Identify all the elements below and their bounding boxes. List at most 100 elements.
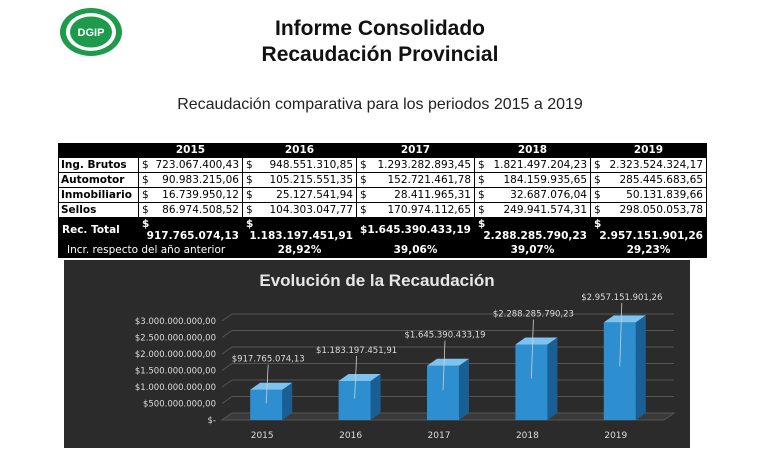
table-cell: $32.687.076,04 — [474, 187, 591, 203]
bar-top — [603, 315, 646, 323]
bar — [338, 380, 371, 420]
currency-symbol: $ — [360, 159, 367, 171]
x-tick-label: 2019 — [604, 431, 627, 441]
year-header: 2019 — [633, 144, 664, 156]
cell-value: 105.215.551,35 — [269, 174, 354, 186]
table-cell: $86.974.508,52 — [138, 202, 243, 218]
data-label: $917.765.074,13 — [232, 355, 305, 365]
currency-symbol: $ — [246, 218, 254, 231]
logo-text: DGIP — [78, 27, 105, 39]
bar — [603, 322, 636, 420]
table-cell: $170.974.112,65 — [356, 202, 475, 218]
table-cell: $249.941.574,31 — [474, 202, 591, 218]
increase-label: Incr. respecto del año anterior — [58, 242, 243, 258]
x-tick-label: 2015 — [251, 431, 274, 441]
table-cell: $50.131.839,66 — [590, 187, 707, 203]
table-cell: $104.303.047,77 — [242, 202, 357, 218]
currency-symbol: $ — [478, 218, 486, 231]
cell-value: 2.323.524.324,17 — [609, 159, 703, 171]
table-cell: $1.821.497.204,23 — [474, 157, 591, 173]
increase-value: 29,23% — [590, 242, 707, 258]
bar-top — [250, 382, 293, 390]
currency-symbol: $ — [360, 224, 368, 236]
currency-symbol: $ — [360, 204, 367, 216]
grid-line — [221, 396, 233, 404]
currency-symbol: $ — [142, 159, 149, 171]
revenue-table: 2015 2016 2017 2018 2019 Ing. Brutos $723… — [58, 143, 707, 258]
row-label: Sellos — [58, 202, 139, 218]
x-tick-label: 2018 — [516, 431, 539, 441]
total-row: Rec. Total $917.765.074,13 $1.183.197.451,… — [58, 217, 707, 243]
currency-symbol: $ — [594, 189, 601, 201]
bar-side — [547, 337, 558, 420]
bar-top — [338, 373, 381, 381]
y-tick-label: $1.500.000.000,00 — [135, 367, 216, 377]
cell-value: 723.067.400,43 — [155, 159, 240, 171]
table-cell: $90.983.215,06 — [138, 172, 243, 188]
table-cell: $184.159.935,65 — [474, 172, 591, 188]
currency-symbol: $ — [594, 218, 602, 231]
year-header: 2015 — [175, 144, 206, 156]
total-label: Rec. Total — [58, 217, 139, 243]
data-label: $1.645.390.433,19 — [404, 331, 485, 341]
cell-value: 25.127.541,94 — [276, 189, 353, 201]
bar — [515, 344, 548, 420]
currency-symbol: $ — [246, 204, 253, 216]
data-label-leader — [442, 340, 446, 391]
data-label-leader — [619, 302, 623, 367]
cell-value: 86.974.508,52 — [162, 204, 239, 216]
table-row: Sellos $86.974.508,52 $104.303.047,77 $170.… — [58, 202, 707, 218]
cell-value: 104.303.047,77 — [269, 204, 354, 216]
bar-side — [370, 373, 381, 420]
revenue-bar-chart: Evolución de la Recaudación $- $500.000.00… — [64, 260, 690, 448]
total-cell: $2.957.151.901,26 — [590, 217, 707, 243]
total-value: 1.183.197.451,91 — [249, 230, 353, 242]
bar-side — [282, 382, 293, 420]
cell-value: 1.821.497.204,23 — [493, 159, 587, 171]
table-cell: $298.050.053,78 — [590, 202, 707, 218]
currency-symbol: $ — [478, 159, 485, 171]
total-cell: $1.183.197.451,91 — [242, 217, 357, 243]
year-header: 2017 — [400, 144, 431, 156]
currency-symbol: $ — [142, 189, 149, 201]
currency-symbol: $ — [478, 204, 485, 216]
currency-symbol: $ — [246, 159, 253, 171]
cell-value: 32.687.076,04 — [510, 189, 587, 201]
page-title: Informe Consolidado — [275, 17, 485, 40]
cell-value: 50.131.839,66 — [626, 189, 703, 201]
table-corner-cell — [59, 143, 139, 158]
total-cell: $2.288.285.790,23 — [474, 217, 591, 243]
grid-line — [221, 330, 233, 338]
currency-symbol: $ — [478, 189, 485, 201]
table-cell: $2.323.524.324,17 — [590, 157, 707, 173]
cell-value: 152.721.461,78 — [387, 174, 472, 186]
cell-value: 285.445.683,65 — [619, 174, 704, 186]
grid-line — [221, 346, 233, 355]
bar-top — [427, 358, 469, 366]
total-cell: $1.645.390.433,19 — [356, 217, 475, 243]
data-label: $1.183.197.451,91 — [316, 346, 397, 356]
y-tick-label: $1.000.000.000,00 — [135, 383, 216, 393]
table-row: Inmobiliario $16.739.950,12 $25.127.541,94… — [58, 187, 707, 203]
cell-value: 90.983.215,06 — [162, 174, 239, 186]
currency-symbol: $ — [142, 174, 149, 186]
dgip-logo: DGIP — [60, 8, 122, 56]
table-header-row: 2015 2016 2017 2018 2019 — [59, 143, 707, 158]
table-row: Ing. Brutos $723.067.400,43 $948.551.310,8… — [58, 157, 707, 173]
data-label: $2.288.285.790,23 — [493, 309, 574, 319]
y-tick-label: $2.000.000.000,00 — [135, 350, 216, 360]
bar-top — [515, 337, 558, 345]
y-tick-label: $3.000.000.000,00 — [135, 317, 216, 327]
table-cell: $16.739.950,12 — [138, 187, 243, 203]
table-cell: $948.551.310,85 — [242, 157, 357, 173]
data-label: $2.957.151.901,26 — [581, 293, 662, 303]
row-label: Inmobiliario — [58, 187, 139, 203]
increase-value: 28,92% — [242, 242, 357, 258]
increase-value: 39,07% — [474, 242, 591, 258]
x-tick-label: 2016 — [339, 431, 362, 441]
data-label-leader — [531, 319, 534, 379]
cell-value: 948.551.310,85 — [269, 159, 354, 171]
total-value: 2.288.285.790,23 — [483, 230, 587, 242]
total-cell: $917.765.074,13 — [138, 217, 243, 243]
y-tick-label: $2.500.000.000,00 — [135, 334, 216, 344]
